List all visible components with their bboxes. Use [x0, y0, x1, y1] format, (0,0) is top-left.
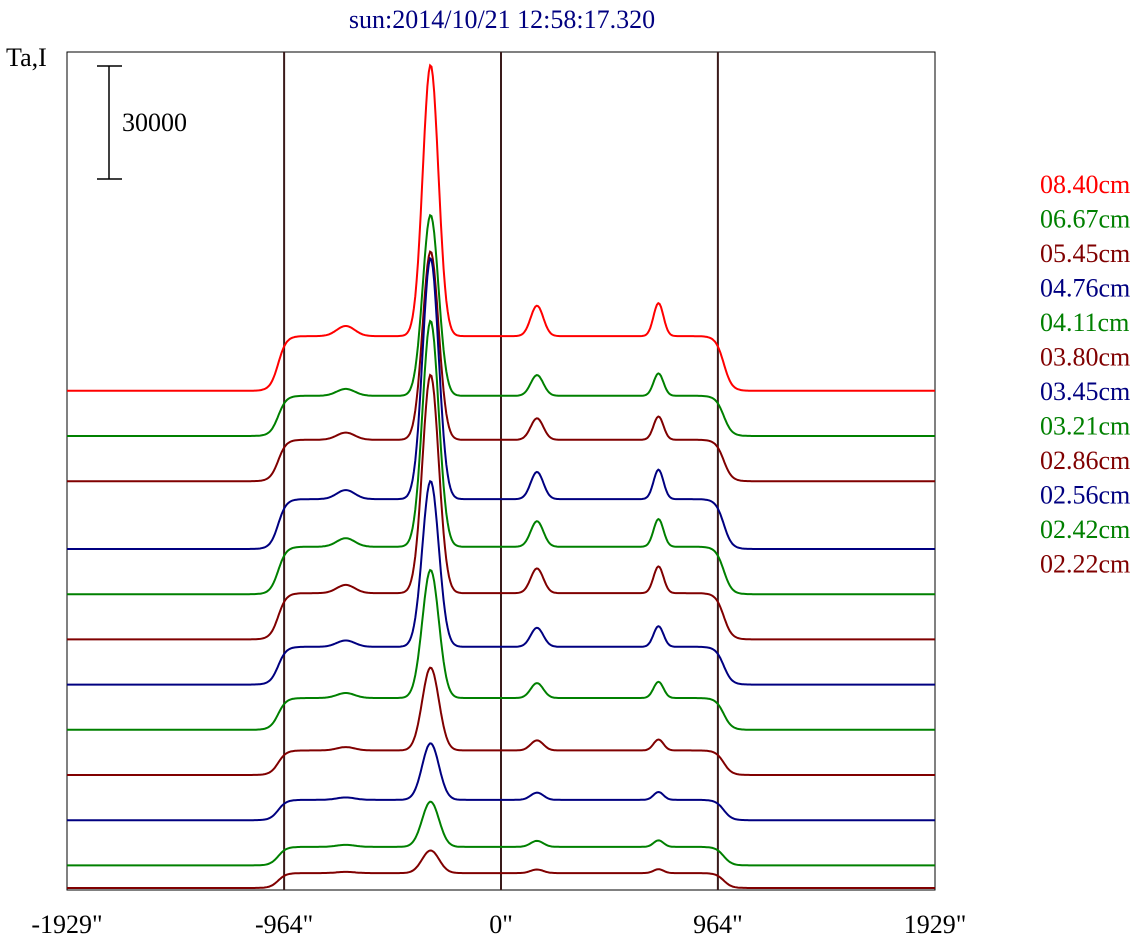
- series-line: [67, 319, 935, 596]
- legend-entry: 04.11cm: [1040, 308, 1129, 337]
- legend-entry: 03.21cm: [1040, 412, 1130, 441]
- legend-entry: 02.86cm: [1040, 446, 1130, 475]
- vertical-reference-lines: [283, 52, 719, 890]
- series-lines: [67, 63, 935, 889]
- series-line: [67, 666, 935, 776]
- x-tick-label: 0": [489, 910, 513, 939]
- series-line: [67, 479, 935, 686]
- legend-entry: 03.45cm: [1040, 377, 1130, 406]
- legend-entry: 02.56cm: [1040, 481, 1130, 510]
- legend-entry: 08.40cm: [1040, 170, 1130, 199]
- x-tick-label: 1929": [904, 910, 967, 939]
- series-line: [67, 849, 935, 889]
- series-line: [67, 256, 935, 550]
- legend-entry: 03.80cm: [1040, 343, 1130, 372]
- series-line: [67, 568, 935, 731]
- chart-title: sun:2014/10/21 12:58:17.320: [349, 5, 655, 34]
- series-line: [67, 373, 935, 641]
- legend-entry: 05.45cm: [1040, 239, 1130, 268]
- legend-entry: 02.22cm: [1040, 550, 1130, 579]
- x-tick-label: 964": [693, 910, 743, 939]
- legend-entry: 04.76cm: [1040, 274, 1130, 303]
- x-tick-label: -964": [255, 910, 313, 939]
- series-line: [67, 213, 935, 437]
- series-line: [67, 742, 935, 822]
- y-axis-label: Ta,I: [6, 43, 47, 72]
- legend-entry: 02.42cm: [1040, 515, 1130, 544]
- series-line: [67, 800, 935, 867]
- x-tick-label: -1929": [31, 910, 102, 939]
- x-tick-labels: -1929" -964" 0" 964" 1929": [31, 910, 966, 939]
- scale-bar-label: 30000: [122, 108, 187, 137]
- legend-entry: 06.67cm: [1040, 205, 1130, 234]
- series-line: [67, 250, 935, 483]
- series-line: [67, 63, 935, 392]
- legend: 08.40cm 06.67cm 05.45cm 04.76cm 04.11cm 03.80…: [1040, 170, 1130, 579]
- scale-bar: 30000: [97, 65, 187, 180]
